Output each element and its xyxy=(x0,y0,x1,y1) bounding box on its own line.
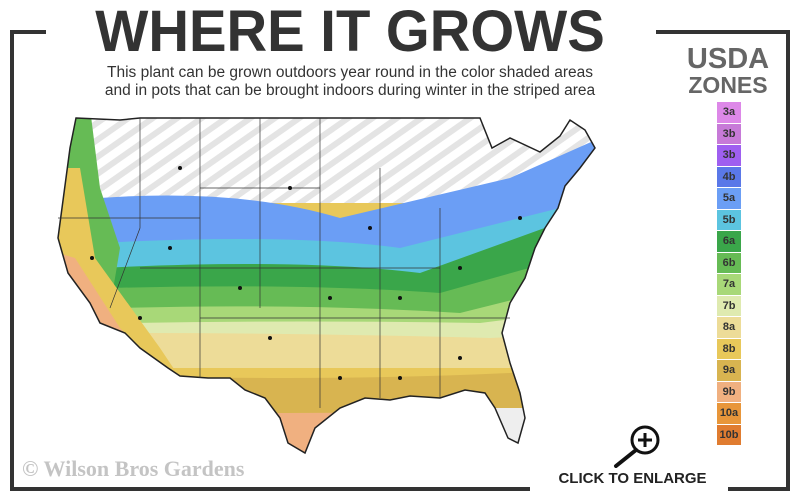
zone-legend: 3a 3b 3b 4b 5a 5b 6a 6b 7a 7b 8a 8b 9a 9b 10a 10b xyxy=(717,102,741,446)
page-subtitle: This plant can be grown outdoors year ro… xyxy=(40,64,660,100)
copyright-watermark: © Wilson Bros Gardens xyxy=(22,456,245,481)
frame-right xyxy=(786,30,790,491)
legend-title: USDA ZONES xyxy=(676,43,780,99)
legend-zone-swatch: 3b xyxy=(717,123,741,144)
legend-zone-swatch: 4b xyxy=(717,166,741,187)
frame-bottom-left xyxy=(10,487,530,491)
us-outline xyxy=(57,117,596,455)
legend-zone-swatch: 9b xyxy=(717,381,741,402)
frame-top-right xyxy=(656,30,790,34)
click-to-enlarge-link[interactable]: CLICK TO ENLARGE xyxy=(558,470,707,487)
legend-zone-swatch: 3a xyxy=(717,102,741,123)
city-dots xyxy=(90,166,522,380)
legend-title-line-1: USDA xyxy=(686,43,770,75)
frame-bottom-right xyxy=(728,487,790,491)
legend-zone-swatch: 8a xyxy=(717,317,741,338)
legend-zone-swatch: 5b xyxy=(717,209,741,230)
frame-left xyxy=(10,30,14,491)
legend-zone-swatch: 5a xyxy=(717,188,741,209)
legend-zone-swatch: 6a xyxy=(717,231,741,252)
frame-top-left xyxy=(10,30,46,34)
legend-zone-swatch: 7b xyxy=(717,295,741,316)
zoom-in-magnifier-icon[interactable] xyxy=(608,424,664,468)
legend-zone-swatch: 9a xyxy=(717,360,741,381)
legend-zone-swatch: 10b xyxy=(717,424,741,445)
subtitle-line-1: This plant can be grown outdoors year ro… xyxy=(107,64,593,81)
legend-zone-swatch: 7a xyxy=(717,274,741,295)
legend-zone-swatch: 3b xyxy=(717,145,741,166)
legend-zone-swatch: 10a xyxy=(717,403,741,424)
legend-title-line-2: ZONES xyxy=(688,72,768,98)
subtitle-line-2: and in pots that can be brought indoors … xyxy=(104,82,596,99)
state-borders xyxy=(58,118,510,408)
legend-zone-swatch: 6b xyxy=(717,252,741,273)
us-hardiness-zone-map[interactable] xyxy=(40,108,600,458)
page-title: WHERE IT GROWS xyxy=(95,0,605,64)
legend-zone-swatch: 8b xyxy=(717,338,741,359)
